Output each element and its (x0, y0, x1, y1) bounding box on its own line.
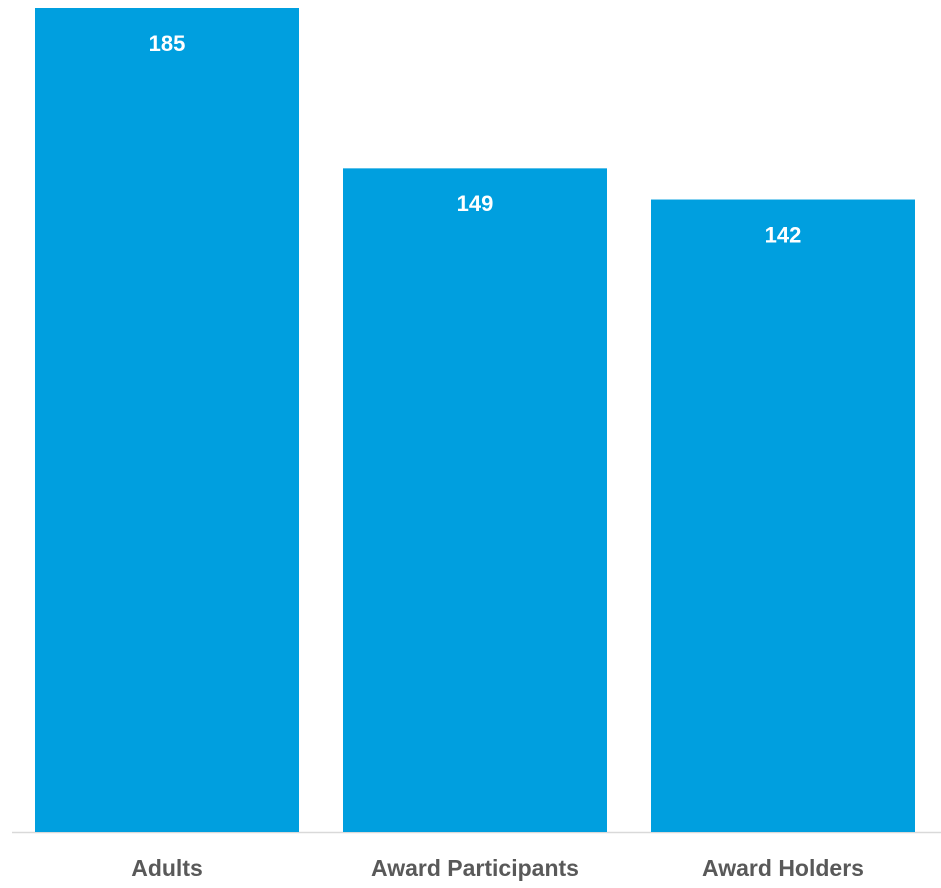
bar (651, 199, 915, 833)
bar (35, 8, 299, 832)
data-label: 185 (149, 31, 186, 56)
data-label: 149 (457, 191, 494, 216)
x-tick-label: Award Participants (371, 855, 579, 881)
data-label: 142 (765, 222, 802, 247)
x-tick-label: Adults (131, 855, 203, 881)
bar (343, 168, 607, 832)
x-tick-label: Award Holders (702, 855, 864, 881)
